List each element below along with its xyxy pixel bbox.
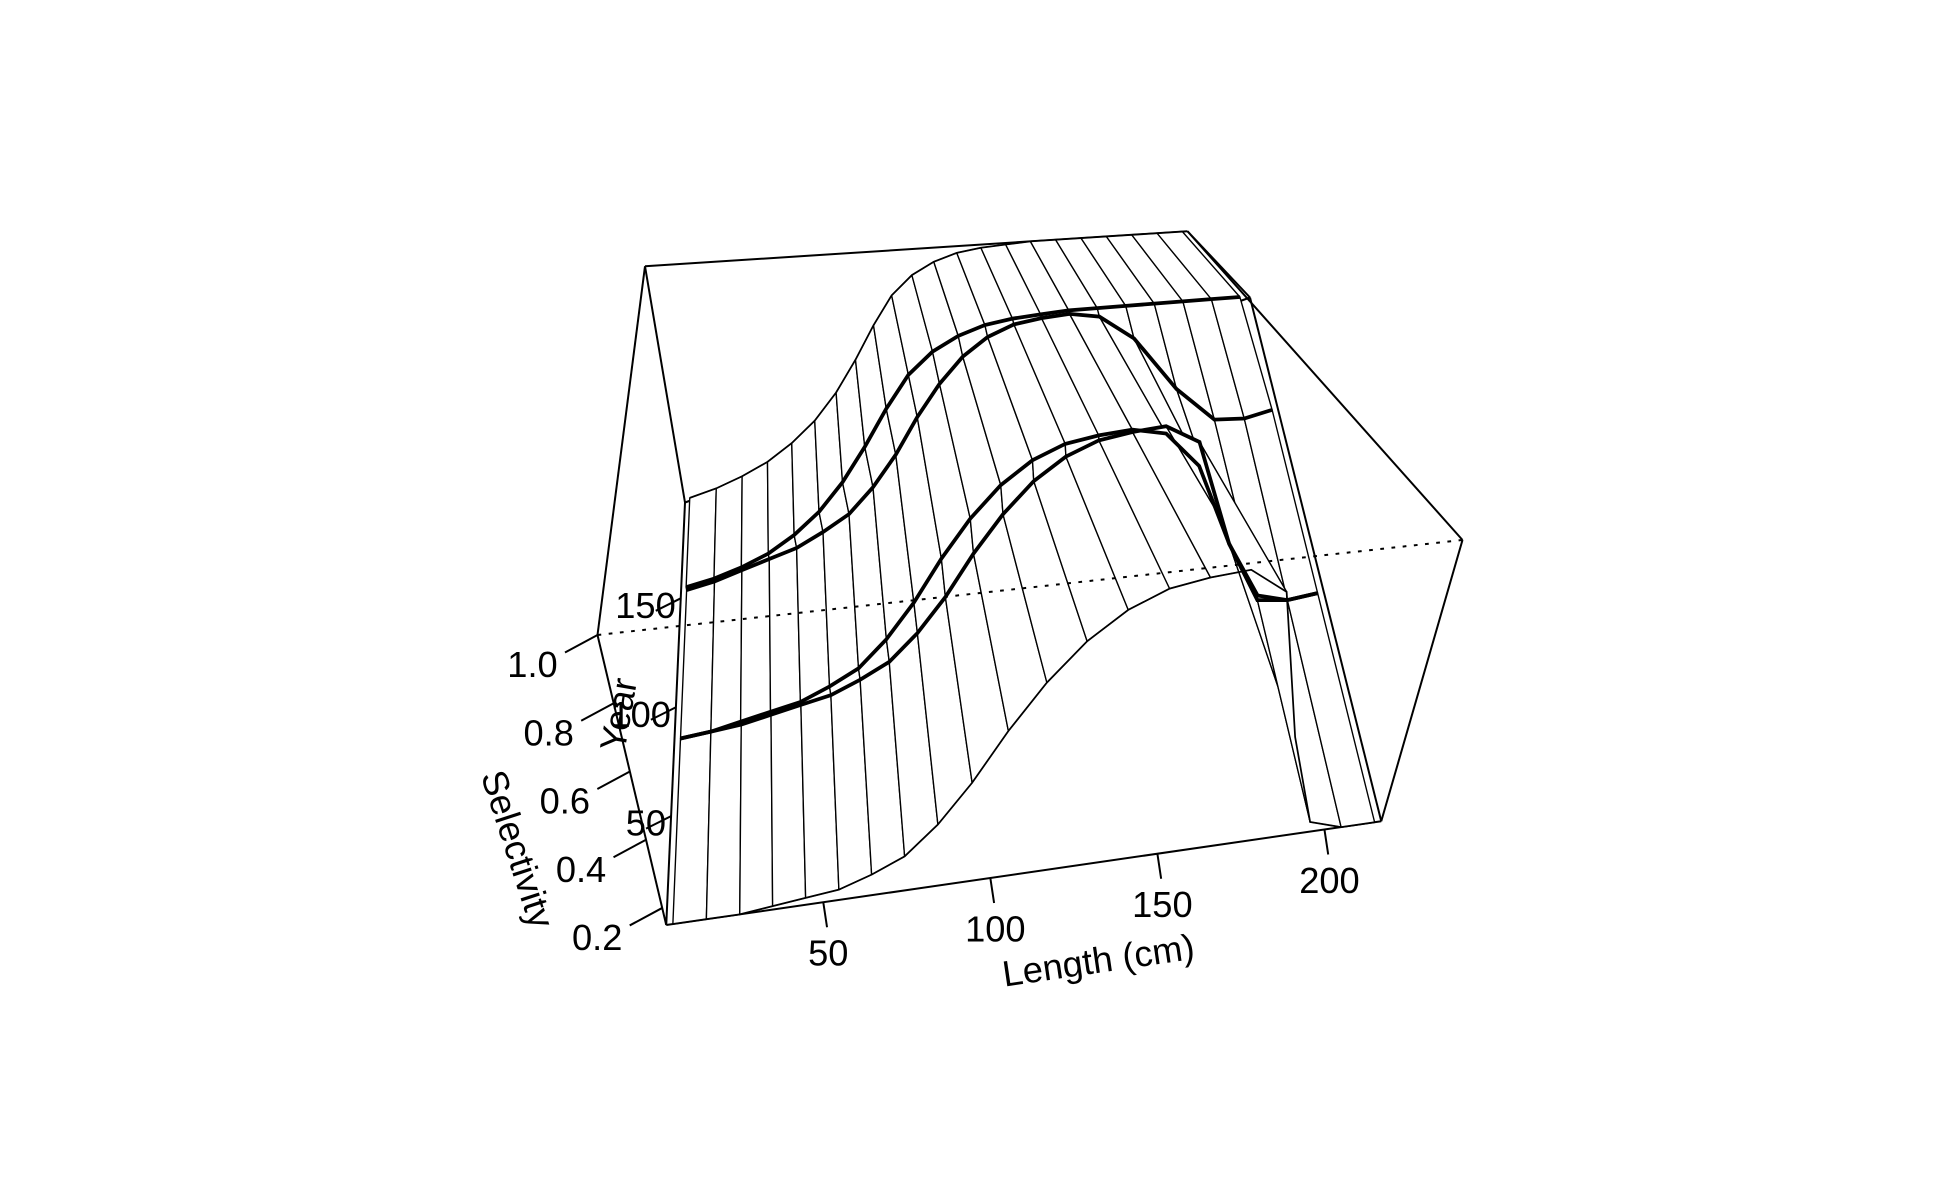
block-edge — [685, 295, 1241, 589]
block-edge — [680, 424, 1319, 741]
box-edge — [665, 502, 686, 926]
box-edge — [644, 266, 686, 503]
box-edge — [666, 820, 1382, 926]
x-axis-title: Length (cm) — [1000, 926, 1197, 994]
y-tick-label: 150 — [615, 585, 675, 626]
block-edge — [689, 230, 1183, 499]
z-tick — [580, 702, 615, 722]
x-tick — [822, 902, 829, 928]
z-tick — [629, 907, 663, 927]
box-edge — [1380, 539, 1464, 822]
z-tick — [613, 838, 647, 859]
block-edge — [680, 427, 1319, 741]
block-edge — [672, 568, 1375, 925]
surface-facet — [710, 569, 743, 733]
z-tick-label: 0.2 — [572, 917, 622, 958]
surface-facet — [739, 558, 772, 723]
box-edge — [1249, 297, 1383, 822]
x-tick-label: 150 — [1132, 884, 1192, 925]
x-tick — [1323, 829, 1330, 855]
y-tick-label: 50 — [626, 803, 666, 844]
surface-facet — [713, 475, 743, 580]
surface-facet — [685, 487, 717, 588]
surface-facet — [739, 714, 774, 916]
box-edge — [1186, 230, 1464, 541]
surface — [672, 230, 1376, 925]
y-axis-title: Year — [592, 675, 645, 754]
x-tick-label: 200 — [1299, 860, 1359, 901]
x-tick — [989, 877, 996, 904]
z-tick-label: 0.4 — [556, 849, 606, 890]
surface-facet — [740, 461, 769, 569]
surface-facet — [770, 704, 807, 907]
surface-facet — [705, 723, 742, 920]
surface-facet — [679, 580, 716, 740]
z-tick-label: 0.6 — [540, 781, 590, 822]
y-tick-label: 100 — [610, 694, 670, 735]
x-tick — [1156, 853, 1163, 879]
x-tick-label: 50 — [808, 933, 848, 974]
z-tick-label: 1.0 — [507, 644, 557, 685]
y-tick — [650, 706, 677, 721]
z-tick — [596, 770, 631, 790]
surface-facet — [768, 547, 802, 713]
y-tick — [655, 597, 682, 612]
z-tick-label: 0.8 — [523, 712, 573, 753]
box-edge — [596, 266, 646, 636]
x-tick-label: 100 — [965, 908, 1025, 949]
z-tick — [564, 634, 598, 654]
box-edge — [596, 634, 668, 926]
y-tick — [645, 815, 672, 830]
box-edge — [1186, 230, 1251, 299]
surface-facet — [672, 730, 712, 925]
block-edge — [686, 311, 1273, 592]
